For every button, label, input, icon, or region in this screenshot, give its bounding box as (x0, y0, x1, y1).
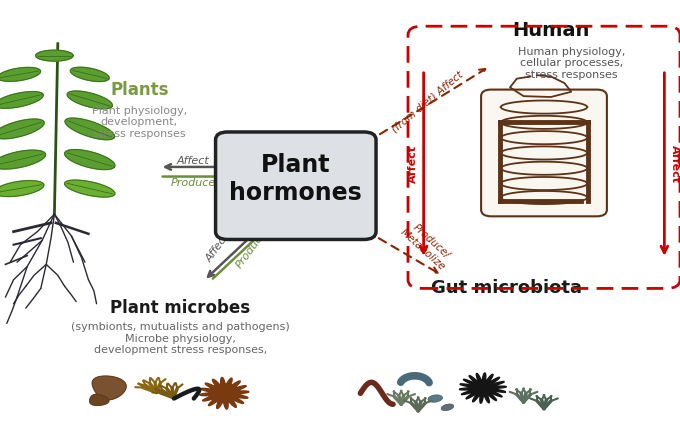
Polygon shape (65, 118, 114, 140)
FancyArrowPatch shape (208, 232, 255, 277)
FancyBboxPatch shape (216, 132, 376, 239)
Text: Plants: Plants (110, 80, 169, 99)
Polygon shape (0, 150, 46, 169)
Polygon shape (0, 180, 44, 197)
Text: Plant microbes: Plant microbes (110, 299, 250, 317)
Polygon shape (90, 394, 109, 406)
Polygon shape (0, 67, 41, 81)
Text: Produce/
Metabolize: Produce/ Metabolize (398, 218, 456, 273)
Text: Affect: Affect (204, 232, 231, 264)
FancyArrowPatch shape (367, 231, 438, 273)
Polygon shape (65, 180, 115, 197)
Polygon shape (67, 91, 112, 109)
FancyArrowPatch shape (213, 235, 260, 279)
Text: (from diet) Affect: (from diet) Affect (390, 69, 464, 134)
Text: Gut microbiota: Gut microbiota (431, 279, 582, 298)
FancyBboxPatch shape (481, 90, 607, 216)
Text: Affect: Affect (670, 145, 680, 183)
FancyArrowPatch shape (420, 73, 427, 253)
Polygon shape (70, 67, 109, 82)
Text: Affect: Affect (408, 145, 418, 183)
Polygon shape (65, 149, 115, 170)
Ellipse shape (428, 395, 443, 402)
Ellipse shape (441, 404, 454, 411)
FancyArrowPatch shape (661, 73, 668, 253)
Text: Plant
hormones: Plant hormones (229, 153, 362, 205)
FancyArrowPatch shape (165, 164, 226, 170)
Polygon shape (0, 92, 44, 108)
Polygon shape (0, 119, 44, 139)
Polygon shape (92, 376, 126, 400)
Text: Produce: Produce (171, 178, 216, 188)
Text: (symbionts, mutualists and pathogens)
Microbe physiology,
development stress res: (symbionts, mutualists and pathogens) Mi… (71, 322, 290, 355)
Polygon shape (36, 50, 73, 61)
Text: Human: Human (512, 21, 590, 40)
FancyArrowPatch shape (367, 69, 486, 142)
Text: Produce: Produce (234, 228, 269, 271)
FancyArrowPatch shape (163, 174, 223, 179)
Polygon shape (200, 378, 249, 409)
Text: Affect: Affect (177, 156, 209, 166)
Text: Plant physiology,
development,
stress responses: Plant physiology, development, stress re… (92, 106, 187, 139)
Text: Human physiology,
cellular processes,
stress responses: Human physiology, cellular processes, st… (517, 47, 625, 80)
Polygon shape (459, 373, 507, 403)
